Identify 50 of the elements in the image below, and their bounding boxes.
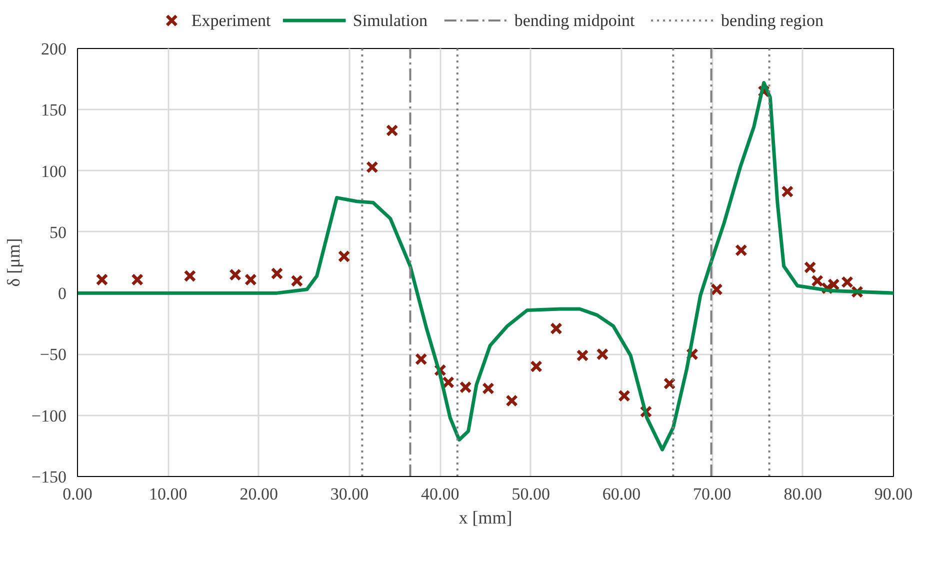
point — [366, 160, 378, 174]
point — [618, 390, 630, 402]
x-tick-label: 40.00 — [421, 484, 460, 504]
x-tick-label: 80.00 — [784, 484, 822, 504]
point — [804, 261, 816, 274]
point — [482, 382, 494, 395]
point — [338, 250, 350, 263]
point — [734, 244, 748, 256]
x-tick-label: 90.00 — [874, 484, 913, 504]
point — [442, 376, 455, 389]
legend-label: bending region — [721, 11, 824, 30]
point — [811, 274, 824, 288]
x-axis-title: x [mm] — [458, 508, 512, 528]
line-series — [78, 80, 894, 452]
point — [576, 349, 589, 362]
y-axis-title: δ [μm] — [3, 238, 24, 287]
y-tick-label: −50 — [40, 345, 67, 364]
x-tick-label: 0.00 — [62, 484, 92, 504]
legend-label: bending midpoint — [514, 11, 636, 30]
point — [290, 274, 304, 288]
point — [386, 124, 398, 137]
y-tick-label: 50 — [50, 222, 66, 242]
point — [550, 322, 562, 335]
x-tick-label: 60.00 — [602, 484, 641, 504]
point — [530, 360, 542, 373]
point — [710, 283, 723, 296]
point — [781, 185, 794, 198]
point — [131, 273, 144, 286]
x-tick-label: 10.00 — [149, 484, 188, 504]
y-tick-label: 100 — [41, 162, 66, 181]
x-tick-label: 50.00 — [512, 484, 550, 504]
point — [459, 381, 472, 394]
point — [270, 267, 284, 280]
x-tick-label: 20.00 — [240, 484, 278, 504]
y-tick-label: 0 — [58, 284, 66, 304]
point — [244, 273, 257, 286]
x-tick-label: 70.00 — [693, 484, 732, 504]
point — [184, 270, 196, 282]
y-tick-label: 150 — [41, 100, 66, 120]
legend-label: Experiment — [191, 11, 272, 30]
point — [229, 268, 242, 281]
point — [596, 348, 609, 360]
point — [506, 394, 518, 407]
point — [96, 273, 108, 286]
y-tick-label: −150 — [31, 468, 67, 486]
x-tick-label: 30.00 — [330, 484, 369, 504]
legend-label: Simulation — [352, 11, 428, 30]
y-tick-label: −100 — [31, 406, 67, 426]
point — [414, 352, 428, 366]
y-tick-label: 200 — [41, 40, 66, 58]
